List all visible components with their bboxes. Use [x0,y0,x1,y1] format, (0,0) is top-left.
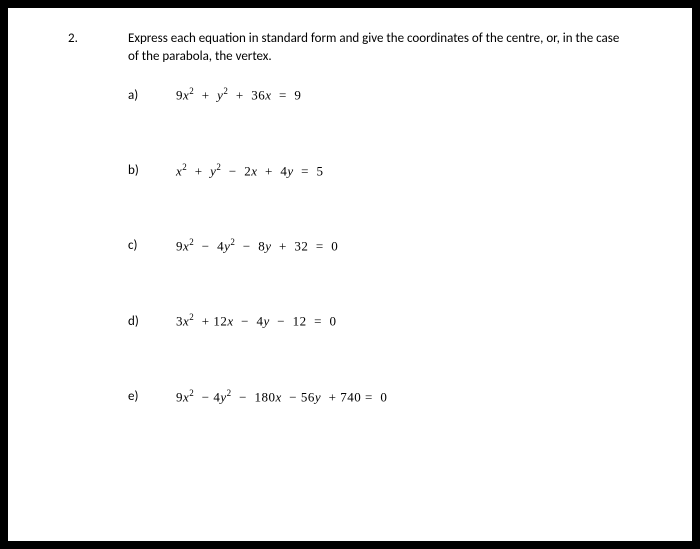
question-number: 2. [68,30,128,46]
question-header: 2. Express each equation in standard for… [68,30,652,66]
document-page: 2. Express each equation in standard for… [8,8,692,541]
equation: x2 + y2 − 2x + 4y = 5 [176,162,324,179]
equation: 3x2 + 12x − 4y − 12 = 0 [176,312,336,329]
part-label: e) [128,389,176,404]
part-a: a) 9x2 + y2 + 36x = 9 [128,86,652,103]
part-label: d) [128,314,176,329]
part-c: c) 9x2 − 4y2 − 8y + 32 = 0 [128,237,652,254]
part-label: c) [128,238,176,253]
part-label: b) [128,163,176,178]
part-d: d) 3x2 + 12x − 4y − 12 = 0 [128,312,652,329]
equation: 9x2 − 4y2 − 180x − 56y + 740 = 0 [176,388,387,405]
parts-container: a) 9x2 + y2 + 36x = 9 b) x2 + y2 − 2x + … [128,86,652,405]
question-prompt: Express each equation in standard form a… [128,30,652,66]
part-label: a) [128,88,176,103]
part-b: b) x2 + y2 − 2x + 4y = 5 [128,162,652,179]
equation: 9x2 + y2 + 36x = 9 [176,86,301,103]
part-e: e) 9x2 − 4y2 − 180x − 56y + 740 = 0 [128,388,652,405]
equation: 9x2 − 4y2 − 8y + 32 = 0 [176,237,338,254]
